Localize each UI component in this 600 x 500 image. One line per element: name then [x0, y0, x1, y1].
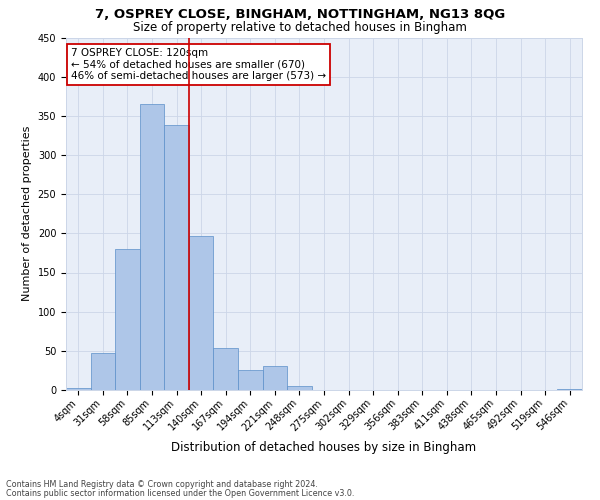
Bar [66, 388, 91, 390]
Text: 7, OSPREY CLOSE, BINGHAM, NOTTINGHAM, NG13 8QG: 7, OSPREY CLOSE, BINGHAM, NOTTINGHAM, NG… [95, 8, 505, 20]
Text: Contains public sector information licensed under the Open Government Licence v3: Contains public sector information licen… [6, 489, 355, 498]
Bar [140, 104, 164, 390]
Text: Contains HM Land Registry data © Crown copyright and database right 2024.: Contains HM Land Registry data © Crown c… [6, 480, 318, 489]
Y-axis label: Number of detached properties: Number of detached properties [22, 126, 32, 302]
Bar [115, 249, 140, 390]
Bar [91, 353, 115, 390]
Bar [287, 386, 312, 390]
X-axis label: Distribution of detached houses by size in Bingham: Distribution of detached houses by size … [172, 441, 476, 454]
Bar [189, 236, 214, 390]
Bar [214, 348, 238, 390]
Bar [164, 125, 189, 390]
Text: Size of property relative to detached houses in Bingham: Size of property relative to detached ho… [133, 21, 467, 34]
Bar [557, 389, 582, 390]
Bar [263, 366, 287, 390]
Text: 7 OSPREY CLOSE: 120sqm
← 54% of detached houses are smaller (670)
46% of semi-de: 7 OSPREY CLOSE: 120sqm ← 54% of detached… [71, 48, 326, 82]
Bar [238, 370, 263, 390]
